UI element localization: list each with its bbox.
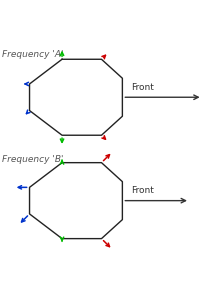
Text: Frequency 'B': Frequency 'B' <box>2 154 64 164</box>
Text: Front: Front <box>131 186 154 195</box>
Text: Front: Front <box>131 83 154 92</box>
Text: Frequency 'A': Frequency 'A' <box>2 50 64 59</box>
